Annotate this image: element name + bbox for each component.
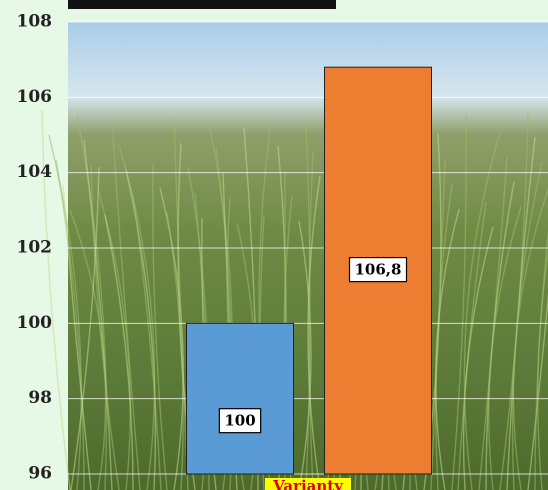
data-label-box [348, 257, 408, 283]
stalk [308, 150, 314, 490]
y-tick-label: 102 [17, 238, 53, 258]
stalk [512, 187, 548, 490]
bar [186, 322, 294, 475]
stalk [527, 292, 548, 490]
data-label: 100 [224, 412, 255, 430]
stalk [537, 248, 548, 490]
stalk [463, 131, 501, 490]
y-tick-label: 108 [17, 12, 53, 32]
y-tick-label: 98 [28, 388, 52, 408]
stalk [55, 159, 85, 490]
stalk [83, 139, 113, 490]
stalk [104, 214, 134, 490]
stalk [462, 226, 494, 490]
stalk [111, 119, 141, 490]
y-tick-label: 100 [17, 313, 53, 333]
stalk [69, 209, 107, 490]
stalk [305, 125, 311, 490]
title-box [68, 0, 336, 9]
stalk [70, 166, 100, 490]
stalk [173, 117, 189, 490]
stalk [41, 109, 71, 490]
data-label-box [218, 408, 262, 434]
data-label: 106,8 [355, 261, 402, 279]
y-tick-label: 106 [17, 87, 53, 107]
stalk [152, 162, 168, 490]
stalk [118, 144, 156, 490]
y-tick-label: 96 [28, 464, 52, 484]
stalk [451, 113, 467, 490]
y-tick-label: 104 [17, 162, 53, 182]
stalk [90, 164, 120, 490]
stalk [298, 220, 312, 490]
stalk [132, 194, 162, 490]
stalk [435, 208, 460, 490]
x-label-bg [265, 478, 351, 490]
x-axis-label: Varianty [272, 477, 344, 490]
stalk [488, 206, 522, 490]
stalk [307, 175, 321, 490]
stalk [76, 114, 108, 490]
stalk [62, 184, 92, 490]
